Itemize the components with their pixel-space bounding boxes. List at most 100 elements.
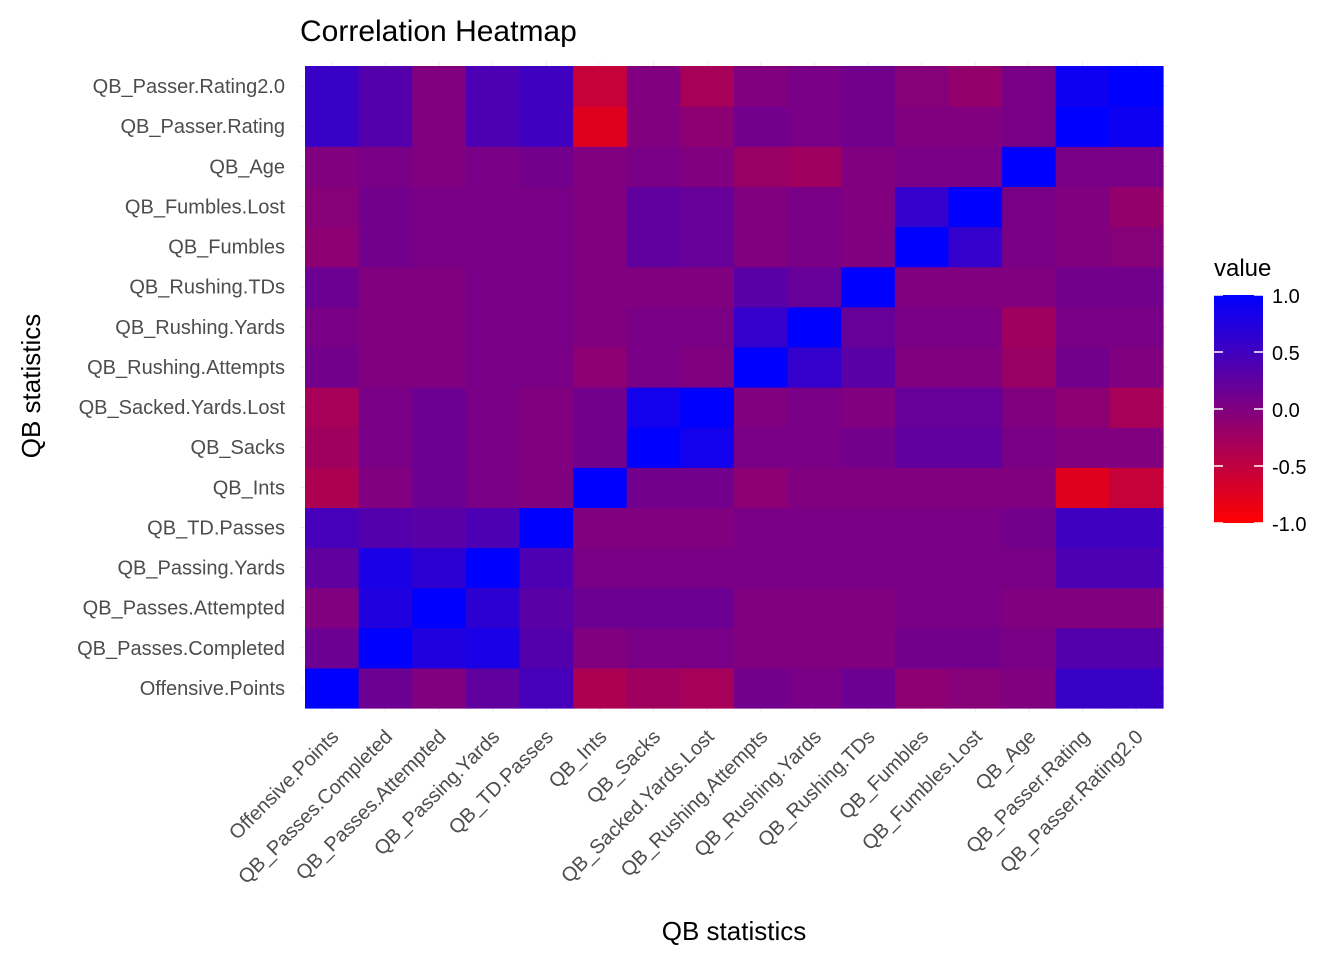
heatmap-cell-QB_TD.Passes-Offensive.Points [519, 667, 574, 709]
heatmap-cell-QB_Fumbles.Lost-QB_TD.Passes [948, 507, 1003, 549]
heatmap-cell-QB_Passes.Attempted-QB_Passes.Attempted [412, 587, 467, 629]
heatmap-cell-QB_Sacks-QB_Sacked.Yards.Lost [626, 387, 681, 428]
heatmap-cell-QB_Rushing.TDs-QB_Passes.Attempted [841, 587, 896, 629]
heatmap-cell-QB_Passing.Yards-QB_TD.Passes [465, 507, 521, 549]
heatmap-cell-QB_Age-QB_Rushing.TDs [1002, 266, 1057, 308]
heatmap-cell-Offensive.Points-QB_Passes.Completed [305, 627, 360, 669]
chart-title: Correlation Heatmap [300, 15, 577, 48]
heatmap-cell-QB_Passer.Rating2.0-QB_Ints [1109, 467, 1164, 508]
heatmap-cell-QB_Sacked.Yards.Lost-QB_Ints [680, 467, 735, 508]
heatmap-cell-QB_Ints-QB_Passes.Completed [573, 627, 628, 669]
heatmap-cell-QB_Age-QB_Sacked.Yards.Lost [1002, 387, 1057, 428]
heatmap-cell-QB_Rushing.Yards-QB_Passer.Rating2.0 [787, 66, 842, 107]
heatmap-cell-QB_Passes.Completed-QB_TD.Passes [358, 507, 413, 549]
y-tick-label: QB_Rushing.Attempts [87, 357, 285, 379]
heatmap-cell-QB_Rushing.TDs-QB_Age [841, 146, 896, 187]
heatmap-cell-QB_Passes.Completed-QB_Age [358, 146, 413, 187]
y-tick-label: QB_Sacks [191, 437, 285, 459]
heatmap-cell-QB_Fumbles-QB_Sacks [894, 427, 950, 468]
heatmap-cell-QB_Rushing.Attempts-QB_Ints [734, 467, 789, 508]
heatmap-cell-QB_Passes.Attempted-QB_Age [412, 146, 467, 187]
heatmap-cell-QB_Age-QB_Age [1002, 146, 1057, 187]
heatmap-cell-QB_Sacked.Yards.Lost-QB_Passer.Rating [680, 106, 735, 147]
heatmap-cell-QB_Fumbles.Lost-QB_Rushing.TDs [948, 266, 1003, 308]
heatmap-cell-QB_Sacks-QB_TD.Passes [626, 507, 681, 549]
heatmap-cell-QB_Age-QB_Fumbles [1002, 226, 1057, 268]
heatmap-cell-QB_Age-QB_Rushing.Yards [1002, 306, 1057, 348]
heatmap-cell-QB_Fumbles.Lost-QB_Fumbles [948, 226, 1003, 268]
heatmap-cell-QB_Sacks-Offensive.Points [626, 667, 681, 709]
heatmap-cell-QB_Age-QB_Ints [1002, 467, 1057, 508]
heatmap-cell-QB_Passing.Yards-QB_Fumbles.Lost [465, 186, 521, 228]
heatmap-cell-QB_TD.Passes-QB_Age [519, 146, 574, 187]
heatmap-cell-QB_Sacked.Yards.Lost-QB_Passes.Completed [680, 627, 735, 669]
heatmap-cell-QB_Passes.Completed-QB_Fumbles [358, 226, 413, 268]
heatmap-cell-QB_Passing.Yards-QB_Sacked.Yards.Lost [465, 387, 521, 428]
heatmap-cell-QB_Passer.Rating2.0-QB_Rushing.TDs [1109, 266, 1164, 308]
heatmap-cell-QB_Passes.Attempted-QB_Rushing.Yards [412, 306, 467, 348]
heatmap-cell-QB_Rushing.Yards-QB_Sacked.Yards.Lost [787, 387, 842, 428]
legend-tick-label: 0.5 [1272, 343, 1300, 365]
heatmap-cell-QB_Sacked.Yards.Lost-QB_Sacks [680, 427, 735, 468]
heatmap-cell-QB_Sacks-QB_Rushing.TDs [626, 266, 681, 308]
heatmap-cell-QB_Ints-QB_Fumbles.Lost [573, 186, 628, 228]
heatmap-cell-QB_TD.Passes-QB_Sacked.Yards.Lost [519, 387, 574, 428]
heatmap-cell-QB_Passes.Attempted-QB_Ints [412, 467, 467, 508]
heatmap-cell-QB_Rushing.TDs-QB_Fumbles [841, 226, 896, 268]
heatmap-cell-QB_Rushing.TDs-QB_Passes.Completed [841, 627, 896, 669]
heatmap-cell-QB_Rushing.TDs-QB_Sacks [841, 427, 896, 468]
heatmap-cell-QB_Passes.Attempted-Offensive.Points [412, 667, 467, 709]
heatmap-cell-QB_Fumbles-QB_Fumbles.Lost [894, 186, 950, 228]
heatmap-cell-QB_Fumbles-Offensive.Points [894, 667, 950, 709]
heatmap-cell-QB_Passes.Completed-QB_Sacked.Yards.Lost [358, 387, 413, 428]
heatmap-cell-QB_Passing.Yards-QB_Rushing.TDs [465, 266, 521, 308]
heatmap-cell-QB_Sacks-QB_Age [626, 146, 681, 187]
heatmap-cell-Offensive.Points-QB_Passing.Yards [305, 547, 360, 589]
heatmap-cell-Offensive.Points-QB_Fumbles.Lost [305, 186, 360, 228]
heatmap-cell-QB_Rushing.TDs-QB_Passer.Rating [841, 106, 896, 147]
heatmap-cell-QB_Sacked.Yards.Lost-QB_Passing.Yards [680, 547, 735, 589]
heatmap-cell-QB_TD.Passes-QB_Passer.Rating2.0 [519, 66, 574, 107]
heatmap-cell-QB_Fumbles.Lost-QB_Ints [948, 467, 1003, 508]
heatmap-cell-Offensive.Points-QB_Sacks [305, 427, 360, 468]
heatmap-cell-QB_Passer.Rating2.0-QB_Sacked.Yards.Lost [1109, 387, 1164, 428]
y-tick-label: QB_Rushing.Yards [115, 317, 285, 339]
heatmap-cell-QB_Fumbles-QB_Rushing.Yards [894, 306, 950, 348]
heatmap-cell-Offensive.Points-QB_Passes.Attempted [305, 587, 360, 629]
heatmap-cell-QB_Rushing.Attempts-Offensive.Points [734, 667, 789, 709]
legend-tick-label: 1.0 [1272, 286, 1300, 308]
heatmap-cell-QB_Ints-QB_Rushing.Attempts [573, 346, 628, 388]
heatmap-cell-QB_TD.Passes-QB_Rushing.Yards [519, 306, 574, 348]
heatmap-cell-QB_Rushing.Attempts-QB_Passer.Rating2.0 [734, 66, 789, 107]
heatmap-cell-QB_Ints-QB_Rushing.TDs [573, 266, 628, 308]
heatmap-cell-QB_Passes.Completed-QB_Fumbles.Lost [358, 186, 413, 228]
heatmap-cell-QB_Rushing.Yards-QB_Fumbles.Lost [787, 186, 842, 228]
heatmap-cell-QB_Rushing.Yards-QB_TD.Passes [787, 507, 842, 549]
heatmap-cell-QB_Passer.Rating2.0-QB_Passer.Rating2.0 [1109, 66, 1164, 107]
heatmap-cell-QB_Passes.Completed-QB_Ints [358, 467, 413, 508]
y-tick-label: QB_Passer.Rating [120, 116, 285, 138]
heatmap-cell-QB_Rushing.Yards-QB_Sacks [787, 427, 842, 468]
heatmap-cell-QB_Sacks-QB_Sacks [626, 427, 681, 468]
heatmap-cell-QB_Ints-Offensive.Points [573, 667, 628, 709]
heatmap-cell-QB_Rushing.Yards-QB_Passes.Completed [787, 627, 842, 669]
heatmap-cell-QB_Passer.Rating-Offensive.Points [1055, 667, 1110, 709]
heatmap-cell-QB_Fumbles.Lost-Offensive.Points [948, 667, 1003, 709]
heatmap-cell-QB_Ints-QB_Sacks [573, 427, 628, 468]
heatmap-cell-QB_Rushing.TDs-QB_Rushing.Yards [841, 306, 896, 348]
heatmap-cell-QB_Passing.Yards-Offensive.Points [465, 667, 521, 709]
heatmap-cell-QB_Rushing.Attempts-QB_Rushing.Yards [734, 306, 789, 348]
heatmap-cell-QB_Rushing.Attempts-QB_Sacked.Yards.Lost [734, 387, 789, 428]
heatmap-cell-QB_Passer.Rating-QB_Rushing.TDs [1055, 266, 1110, 308]
heatmap-cell-QB_Passes.Completed-QB_Rushing.Yards [358, 306, 413, 348]
y-tick-label: QB_Fumbles [168, 237, 285, 259]
y-tick-label: QB_Passing.Yards [118, 558, 286, 580]
heatmap-cell-QB_Sacked.Yards.Lost-Offensive.Points [680, 667, 735, 709]
heatmap-cell-QB_Sacked.Yards.Lost-QB_Fumbles [680, 226, 735, 268]
heatmap-cell-Offensive.Points-QB_Rushing.Yards [305, 306, 360, 348]
heatmap-cell-QB_Fumbles-QB_Rushing.Attempts [894, 346, 950, 388]
heatmap-cell-QB_Passing.Yards-QB_Sacks [465, 427, 521, 468]
heatmap-cell-QB_Passing.Yards-QB_Passer.Rating [465, 106, 521, 147]
heatmap-cell-QB_Age-QB_Passes.Attempted [1002, 587, 1057, 629]
heatmap-cell-QB_Sacked.Yards.Lost-QB_Rushing.Yards [680, 306, 735, 348]
